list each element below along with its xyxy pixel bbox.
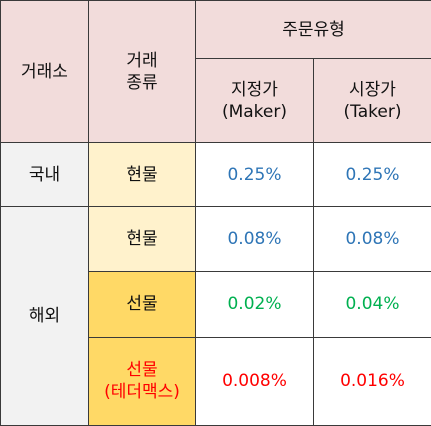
maker-fee: 0.008%	[195, 336, 314, 426]
header-taker-line1: 시장가	[349, 79, 396, 100]
exchange-overseas: 해외	[0, 206, 89, 426]
kind-spot: 현물	[88, 206, 196, 272]
table-row: 국내 현물 0.25% 0.25%	[0, 142, 431, 208]
kind-spot: 현물	[88, 142, 196, 208]
header-taker: 시장가 (Taker)	[313, 58, 431, 144]
taker-fee: 0.08%	[313, 206, 431, 272]
header-order-type: 주문유형	[195, 0, 431, 60]
exchange-domestic: 국내	[0, 142, 89, 208]
header-maker-line2: (Maker)	[221, 101, 288, 122]
header-trade-type: 거래 종류	[88, 0, 196, 144]
taker-fee: 0.04%	[313, 270, 431, 338]
table-row: 선물 0.02% 0.04%	[1, 270, 431, 338]
header-trade-type-line2: 종류	[126, 72, 158, 93]
header-maker: 지정가 (Maker)	[195, 58, 314, 144]
table-row: 선물 (테더맥스) 0.008% 0.016%	[1, 336, 431, 426]
kind-futures-line2: (테더맥스)	[104, 382, 180, 403]
kind-futures: 선물	[88, 270, 196, 338]
table-row: 해외 현물 0.08% 0.08%	[0, 206, 431, 426]
kind-futures-tethermax: 선물 (테더맥스)	[88, 336, 196, 426]
header-trade-type-line1: 거래	[126, 50, 158, 71]
maker-fee: 0.02%	[195, 270, 314, 338]
taker-fee: 0.016%	[313, 336, 431, 426]
header-taker-line2: (Taker)	[343, 101, 402, 122]
maker-fee: 0.08%	[195, 206, 314, 272]
maker-fee: 0.25%	[195, 142, 314, 208]
header-maker-line1: 지정가	[231, 79, 278, 100]
header-exchange: 거래소	[0, 0, 89, 144]
kind-futures-line1: 선물	[126, 360, 158, 381]
taker-fee: 0.25%	[313, 142, 431, 208]
